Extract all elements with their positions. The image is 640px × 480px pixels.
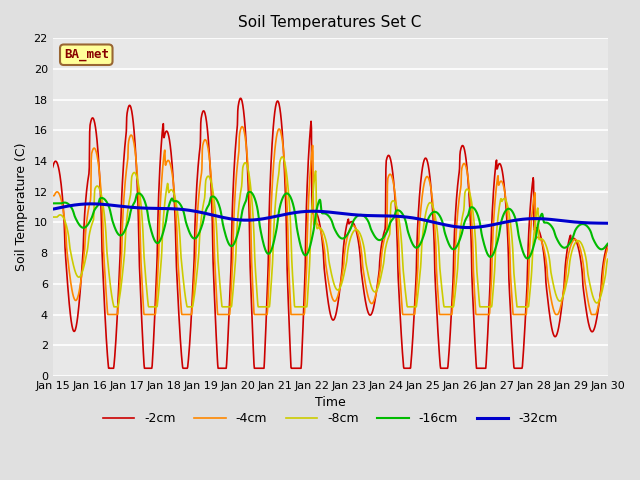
-32cm (235, 217, 243, 223)
-4cm (49, 193, 56, 199)
Text: BA_met: BA_met (64, 48, 109, 61)
-32cm (159, 205, 167, 211)
-16cm (539, 212, 547, 217)
-4cm (173, 219, 180, 225)
X-axis label: Time: Time (315, 396, 346, 409)
-16cm (172, 198, 180, 204)
Line: -8cm: -8cm (52, 157, 607, 307)
-16cm (417, 240, 424, 246)
-16cm (159, 231, 166, 237)
-32cm (539, 216, 547, 222)
-4cm (417, 204, 425, 210)
-8cm (539, 237, 547, 242)
-16cm (234, 229, 242, 235)
-2cm (237, 96, 244, 101)
-4cm (238, 124, 246, 130)
-16cm (49, 201, 56, 206)
Title: Soil Temperatures Set C: Soil Temperatures Set C (239, 15, 422, 30)
-16cm (246, 189, 253, 195)
-2cm (417, 177, 425, 182)
-2cm (159, 122, 167, 128)
-16cm (604, 241, 611, 247)
-2cm (49, 164, 56, 170)
Line: -4cm: -4cm (52, 127, 607, 314)
-4cm (490, 221, 497, 227)
-8cm (235, 206, 243, 212)
-8cm (417, 259, 425, 264)
-2cm (604, 241, 611, 247)
-2cm (539, 242, 547, 248)
-8cm (173, 202, 180, 208)
-32cm (490, 222, 497, 228)
-8cm (278, 154, 286, 160)
-16cm (489, 252, 497, 257)
-8cm (490, 284, 497, 289)
-2cm (235, 101, 243, 107)
Y-axis label: Soil Temperature (C): Soil Temperature (C) (15, 143, 28, 271)
Legend: -2cm, -4cm, -8cm, -16cm, -32cm: -2cm, -4cm, -8cm, -16cm, -32cm (98, 408, 563, 431)
-8cm (159, 222, 167, 228)
Line: -16cm: -16cm (52, 192, 607, 258)
-2cm (105, 365, 113, 371)
-4cm (235, 152, 243, 157)
Line: -32cm: -32cm (52, 204, 607, 228)
Line: -2cm: -2cm (52, 98, 607, 368)
-8cm (604, 256, 611, 262)
-2cm (490, 189, 497, 194)
-4cm (604, 246, 611, 252)
-32cm (465, 225, 472, 230)
-32cm (49, 206, 56, 212)
-4cm (104, 312, 111, 317)
-32cm (88, 201, 95, 207)
-8cm (49, 214, 56, 220)
-8cm (110, 304, 118, 310)
-32cm (604, 220, 611, 226)
-16cm (524, 255, 531, 261)
-32cm (173, 206, 180, 212)
-32cm (417, 216, 424, 222)
-4cm (159, 162, 167, 168)
-2cm (173, 264, 180, 270)
-4cm (539, 241, 547, 247)
